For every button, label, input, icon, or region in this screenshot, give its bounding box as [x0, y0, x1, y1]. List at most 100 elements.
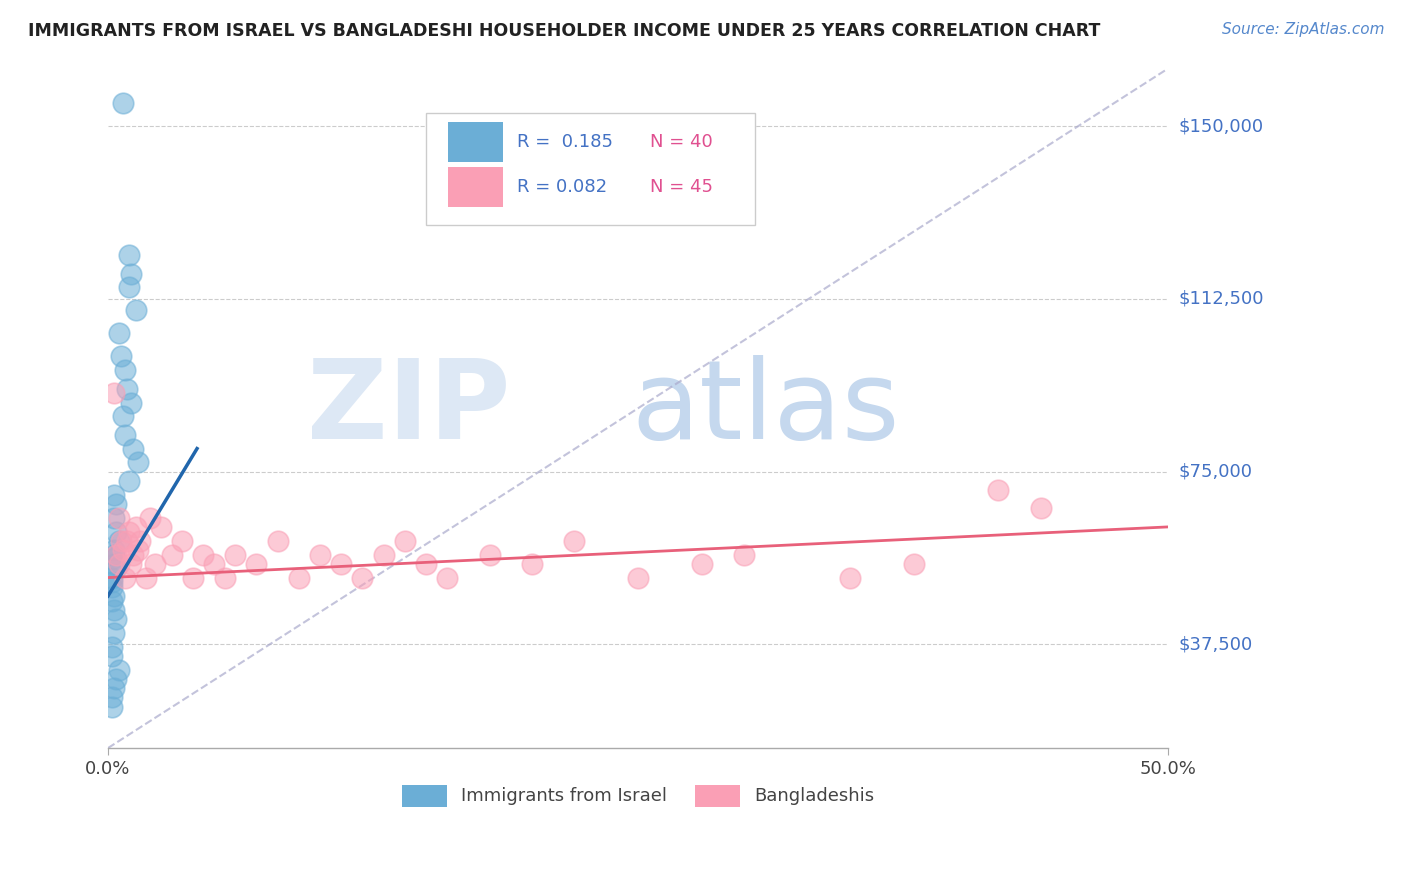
- Point: [245, 557, 267, 571]
- Point: [1029, 501, 1052, 516]
- Text: $75,000: $75,000: [1178, 463, 1253, 481]
- FancyBboxPatch shape: [449, 168, 503, 208]
- Point: [214, 571, 236, 585]
- Point: [114, 427, 136, 442]
- Point: [101, 648, 124, 663]
- Text: Source: ZipAtlas.com: Source: ZipAtlas.com: [1222, 22, 1385, 37]
- Point: [114, 571, 136, 585]
- Point: [101, 640, 124, 654]
- Text: IMMIGRANTS FROM ISRAEL VS BANGLADESHI HOUSEHOLDER INCOME UNDER 25 YEARS CORRELAT: IMMIGRANTS FROM ISRAEL VS BANGLADESHI HO…: [28, 22, 1101, 40]
- Point: [107, 326, 129, 341]
- Point: [105, 612, 128, 626]
- Point: [202, 557, 225, 571]
- Point: [103, 557, 125, 571]
- Point: [124, 520, 146, 534]
- Point: [120, 267, 142, 281]
- Point: [101, 690, 124, 705]
- Point: [903, 557, 925, 571]
- Point: [101, 571, 124, 585]
- Point: [394, 533, 416, 548]
- Text: N = 40: N = 40: [650, 133, 713, 151]
- Point: [120, 395, 142, 409]
- Point: [193, 548, 215, 562]
- Point: [101, 580, 124, 594]
- Point: [309, 548, 332, 562]
- Point: [107, 557, 129, 571]
- Point: [101, 575, 124, 590]
- Point: [478, 548, 501, 562]
- Point: [101, 593, 124, 607]
- FancyBboxPatch shape: [449, 122, 503, 162]
- Point: [733, 548, 755, 562]
- Point: [110, 533, 132, 548]
- Point: [110, 350, 132, 364]
- Point: [415, 557, 437, 571]
- Point: [105, 497, 128, 511]
- Point: [120, 557, 142, 571]
- Point: [122, 442, 145, 456]
- Point: [172, 533, 194, 548]
- Text: R =  0.185: R = 0.185: [517, 133, 613, 151]
- Point: [352, 571, 374, 585]
- Text: R = 0.082: R = 0.082: [517, 178, 607, 196]
- Point: [436, 571, 458, 585]
- Point: [103, 543, 125, 558]
- Text: N = 45: N = 45: [650, 178, 713, 196]
- Text: $37,500: $37,500: [1178, 635, 1253, 653]
- Point: [224, 548, 246, 562]
- Point: [111, 409, 134, 424]
- Text: $150,000: $150,000: [1178, 117, 1264, 135]
- Point: [118, 474, 141, 488]
- Point: [127, 543, 149, 558]
- Point: [128, 533, 150, 548]
- Point: [103, 488, 125, 502]
- Point: [114, 363, 136, 377]
- Point: [118, 280, 141, 294]
- Point: [143, 557, 166, 571]
- Legend: Immigrants from Israel, Bangladeshis: Immigrants from Israel, Bangladeshis: [395, 777, 882, 814]
- Point: [101, 552, 124, 566]
- Point: [160, 548, 183, 562]
- Point: [115, 382, 138, 396]
- Point: [139, 510, 162, 524]
- Point: [105, 524, 128, 539]
- Point: [103, 548, 125, 562]
- Point: [564, 533, 586, 548]
- Point: [111, 543, 134, 558]
- Point: [181, 571, 204, 585]
- Point: [115, 533, 138, 548]
- Point: [839, 571, 862, 585]
- Text: ZIP: ZIP: [308, 355, 510, 462]
- Point: [107, 663, 129, 677]
- Point: [107, 533, 129, 548]
- Point: [103, 589, 125, 603]
- Point: [330, 557, 353, 571]
- Point: [135, 571, 157, 585]
- Point: [520, 557, 543, 571]
- Point: [987, 483, 1010, 497]
- FancyBboxPatch shape: [426, 112, 755, 225]
- Point: [150, 520, 173, 534]
- Point: [118, 248, 141, 262]
- Point: [122, 548, 145, 562]
- Point: [127, 455, 149, 469]
- Point: [105, 548, 128, 562]
- Text: $112,500: $112,500: [1178, 290, 1264, 308]
- Point: [103, 625, 125, 640]
- Point: [103, 510, 125, 524]
- Point: [103, 386, 125, 401]
- Point: [266, 533, 288, 548]
- Point: [101, 699, 124, 714]
- Point: [103, 603, 125, 617]
- Point: [627, 571, 650, 585]
- Point: [105, 561, 128, 575]
- Point: [105, 672, 128, 686]
- Point: [288, 571, 311, 585]
- Point: [373, 548, 395, 562]
- Point: [124, 303, 146, 318]
- Point: [111, 96, 134, 111]
- Point: [690, 557, 713, 571]
- Point: [103, 681, 125, 695]
- Text: atlas: atlas: [631, 355, 900, 462]
- Point: [118, 524, 141, 539]
